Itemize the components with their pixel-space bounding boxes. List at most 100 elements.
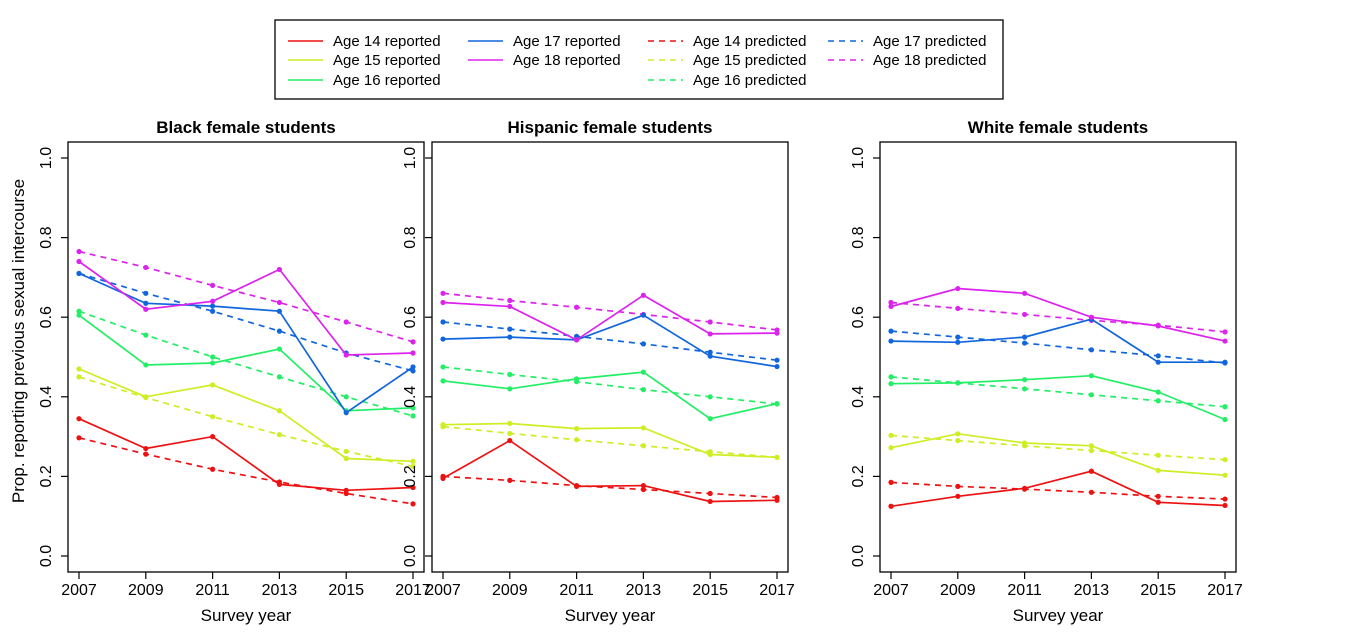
data-point [1155, 389, 1161, 395]
data-point [774, 357, 780, 363]
data-point [888, 381, 894, 387]
data-point [343, 319, 349, 325]
data-point [507, 477, 513, 483]
data-point [410, 413, 416, 419]
x-tick-label: 2017 [395, 582, 431, 599]
data-point [410, 368, 416, 374]
data-point [1222, 457, 1228, 463]
legend-label: Age 15 predicted [693, 52, 806, 69]
series-line [442, 371, 778, 420]
plot-frame [431, 141, 789, 573]
data-point [574, 304, 580, 310]
series-line [890, 287, 1226, 342]
series-line [78, 272, 414, 414]
data-point [888, 479, 894, 485]
legend-label: Age 18 predicted [873, 52, 986, 69]
data-point [210, 282, 216, 288]
x-tick-label: 2015 [692, 582, 728, 599]
data-point [440, 364, 446, 370]
data-point [1155, 323, 1161, 329]
data-point [1222, 496, 1228, 502]
data-point [210, 354, 216, 360]
chart-panel: Hispanic female students 0.0 0.2 0.4 0.6 0.8 1… [402, 118, 795, 625]
x-tick-label: 2013 [626, 582, 662, 599]
plot-frame [67, 141, 425, 573]
data-point [507, 297, 513, 304]
legend-box [274, 19, 1004, 100]
x-tick-label: 2009 [940, 582, 976, 599]
data-point [1022, 485, 1028, 491]
data-point [76, 416, 82, 422]
data-point [276, 408, 282, 414]
legend-label: Age 17 reported [513, 33, 621, 50]
y-tick-label: 0.8 [38, 226, 55, 248]
data-point [574, 333, 580, 339]
data-point [1022, 386, 1028, 392]
data-point [640, 387, 647, 393]
panel-title: White female students [968, 118, 1148, 137]
x-tick-label: 2017 [1207, 582, 1243, 599]
data-point [1088, 314, 1094, 320]
data-point [1222, 472, 1228, 478]
data-point [707, 490, 713, 497]
legend-label: Age 17 predicted [873, 33, 986, 50]
data-point [1155, 359, 1161, 365]
data-point [1022, 311, 1028, 318]
data-point [640, 341, 647, 347]
data-point [343, 448, 349, 454]
data-point [574, 337, 580, 343]
data-point [574, 376, 580, 382]
data-point [276, 299, 282, 306]
data-point [440, 475, 446, 481]
data-point [410, 458, 416, 464]
data-point [707, 498, 713, 505]
data-point [1088, 447, 1094, 454]
data-point [574, 437, 580, 443]
panel-title: Hispanic female students [507, 118, 712, 137]
series-line [890, 301, 1226, 333]
series-line [890, 481, 1226, 500]
data-point [210, 466, 216, 472]
data-point [210, 303, 216, 309]
data-point [955, 437, 961, 444]
data-point [774, 363, 780, 370]
y-tick-label: 0.2 [850, 465, 867, 487]
data-point [640, 482, 647, 489]
data-point [574, 426, 580, 432]
data-point [1155, 467, 1161, 474]
data-point [143, 445, 149, 452]
data-point [1222, 416, 1228, 423]
data-point [1155, 499, 1161, 505]
x-tick-label: 2007 [425, 582, 461, 599]
data-point [440, 319, 446, 325]
data-point [774, 454, 780, 460]
data-point [76, 308, 82, 314]
data-point [1222, 329, 1228, 335]
data-point [210, 308, 216, 314]
y-tick-label: 0.8 [402, 226, 419, 248]
x-tick-label: 2017 [759, 582, 795, 599]
y-tick-label: 1.0 [402, 147, 419, 169]
data-point [410, 364, 416, 370]
series-line [890, 434, 1226, 461]
legend-label: Age 15 reported [333, 52, 441, 69]
data-point [210, 414, 216, 420]
data-point [410, 484, 416, 491]
data-point [210, 360, 216, 366]
data-point [507, 326, 513, 332]
data-point [640, 312, 647, 318]
data-point [1155, 452, 1161, 458]
y-tick-label: 0.4 [402, 386, 419, 408]
data-point [276, 308, 282, 314]
data-point [143, 362, 149, 368]
x-tick-label: 2011 [195, 582, 230, 599]
data-point [76, 270, 82, 277]
data-point [410, 339, 416, 345]
data-point [440, 299, 446, 306]
data-point [143, 290, 149, 296]
series-line [442, 439, 778, 503]
series-line [890, 318, 1225, 364]
panel-title: Black female students [156, 118, 336, 137]
data-point [1022, 340, 1028, 346]
